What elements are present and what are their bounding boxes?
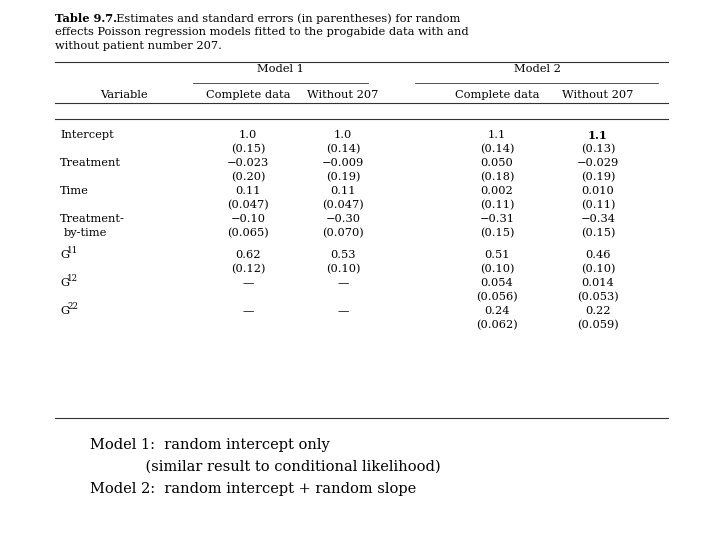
Text: −0.029: −0.029 xyxy=(577,158,619,168)
Text: (0.10): (0.10) xyxy=(480,264,514,274)
Text: −0.31: −0.31 xyxy=(480,214,515,224)
Text: 1.1: 1.1 xyxy=(488,130,506,140)
Text: (0.070): (0.070) xyxy=(322,228,364,238)
Text: (0.056): (0.056) xyxy=(476,292,518,302)
Text: −0.023: −0.023 xyxy=(227,158,269,168)
Text: (0.14): (0.14) xyxy=(480,144,514,154)
Text: 0.11: 0.11 xyxy=(235,186,261,196)
Text: (0.19): (0.19) xyxy=(581,172,616,183)
Text: (0.15): (0.15) xyxy=(230,144,265,154)
Text: —: — xyxy=(243,306,253,316)
Text: (0.13): (0.13) xyxy=(581,144,616,154)
Text: 1.1: 1.1 xyxy=(588,130,608,141)
Text: —: — xyxy=(337,306,348,316)
Text: (0.062): (0.062) xyxy=(476,320,518,330)
Text: 0.53: 0.53 xyxy=(330,250,356,260)
Text: Variable: Variable xyxy=(100,90,148,100)
Text: −0.34: −0.34 xyxy=(580,214,616,224)
Text: (0.059): (0.059) xyxy=(577,320,619,330)
Text: G: G xyxy=(60,250,69,260)
Text: 11: 11 xyxy=(67,246,78,255)
Text: (0.10): (0.10) xyxy=(581,264,616,274)
Text: −0.10: −0.10 xyxy=(230,214,266,224)
Text: Time: Time xyxy=(60,186,89,196)
Text: Model 1:  random intercept only: Model 1: random intercept only xyxy=(90,438,330,452)
Text: 1.0: 1.0 xyxy=(239,130,257,140)
Text: (0.15): (0.15) xyxy=(480,228,514,238)
Text: (0.11): (0.11) xyxy=(480,200,514,210)
Text: −0.30: −0.30 xyxy=(325,214,361,224)
Text: 0.014: 0.014 xyxy=(582,278,614,288)
Text: Treatment-: Treatment- xyxy=(60,214,125,224)
Text: (0.19): (0.19) xyxy=(325,172,360,183)
Text: 12: 12 xyxy=(67,274,78,283)
Text: Model 1: Model 1 xyxy=(256,64,303,74)
Text: (0.15): (0.15) xyxy=(581,228,616,238)
Text: —: — xyxy=(337,278,348,288)
Text: Intercept: Intercept xyxy=(60,130,114,140)
Text: (0.12): (0.12) xyxy=(230,264,265,274)
Text: Treatment: Treatment xyxy=(60,158,121,168)
Text: 0.002: 0.002 xyxy=(481,186,513,196)
Text: 0.24: 0.24 xyxy=(485,306,510,316)
Text: G: G xyxy=(60,306,69,316)
Text: 0.054: 0.054 xyxy=(481,278,513,288)
Text: (0.20): (0.20) xyxy=(230,172,265,183)
Text: 1.0: 1.0 xyxy=(334,130,352,140)
Text: Complete data: Complete data xyxy=(455,90,539,100)
Text: (0.11): (0.11) xyxy=(581,200,616,210)
Text: 0.22: 0.22 xyxy=(585,306,611,316)
Text: (0.047): (0.047) xyxy=(322,200,364,210)
Text: by-time: by-time xyxy=(64,228,107,238)
Text: (0.047): (0.047) xyxy=(227,200,269,210)
Text: Without 207: Without 207 xyxy=(562,90,634,100)
Text: 0.62: 0.62 xyxy=(235,250,261,260)
Text: G: G xyxy=(60,278,69,288)
Text: (similar result to conditional likelihood): (similar result to conditional likelihoo… xyxy=(90,460,441,474)
Text: 0.11: 0.11 xyxy=(330,186,356,196)
Text: 22: 22 xyxy=(67,302,78,311)
Text: Table 9.7.: Table 9.7. xyxy=(55,13,117,24)
Text: effects Poisson regression models fitted to the progabide data with and: effects Poisson regression models fitted… xyxy=(55,27,469,37)
Text: without patient number 207.: without patient number 207. xyxy=(55,41,222,51)
Text: (0.053): (0.053) xyxy=(577,292,619,302)
Text: 0.050: 0.050 xyxy=(481,158,513,168)
Text: 0.46: 0.46 xyxy=(585,250,611,260)
Text: (0.10): (0.10) xyxy=(325,264,360,274)
Text: Without 207: Without 207 xyxy=(307,90,379,100)
Text: (0.065): (0.065) xyxy=(227,228,269,238)
Text: 0.51: 0.51 xyxy=(485,250,510,260)
Text: Model 2: Model 2 xyxy=(513,64,560,74)
Text: Estimates and standard errors (in parentheses) for random: Estimates and standard errors (in parent… xyxy=(109,13,460,24)
Text: (0.18): (0.18) xyxy=(480,172,514,183)
Text: (0.14): (0.14) xyxy=(325,144,360,154)
Text: −0.009: −0.009 xyxy=(322,158,364,168)
Text: Model 2:  random intercept + random slope: Model 2: random intercept + random slope xyxy=(90,482,416,496)
Text: —: — xyxy=(243,278,253,288)
Text: 0.010: 0.010 xyxy=(582,186,614,196)
Text: Complete data: Complete data xyxy=(206,90,290,100)
